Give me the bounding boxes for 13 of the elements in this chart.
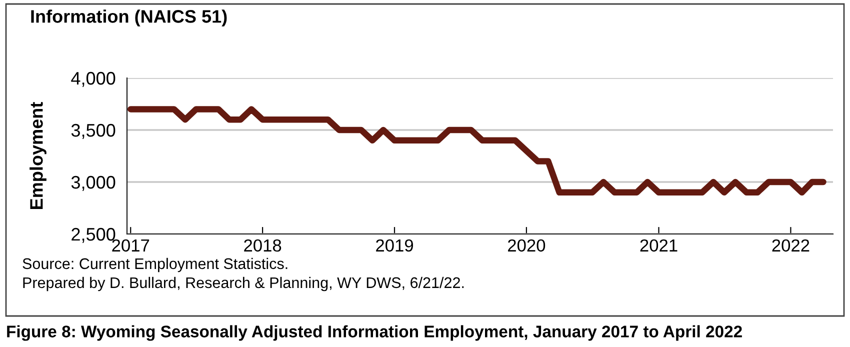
x-tick-label: 2019 (376, 239, 413, 252)
x-tick-label: 2022 (772, 239, 810, 252)
y-tick-label: 3,500 (71, 124, 116, 139)
caption: Figure 8: Wyoming Seasonally Adjusted Information Employment, January 2017 to April 2022 (7, 325, 742, 341)
x-tick-label: 2020 (508, 239, 546, 252)
y-axis-title: Employment (30, 102, 46, 209)
x-tick-label: 2021 (640, 239, 678, 252)
chart-title: Information (NAICS 51) (31, 10, 227, 26)
x-tick-label: 2018 (244, 239, 282, 252)
text: Prepared by D. Bullard, Research & Planning, WY DWS, 6/21/22. (23, 276, 464, 292)
source-note: Source: Current Employment Statistics. (22, 258, 288, 272)
y-tick-label: 3,000 (71, 176, 116, 191)
y-tick-label: 4,000 (71, 72, 116, 87)
